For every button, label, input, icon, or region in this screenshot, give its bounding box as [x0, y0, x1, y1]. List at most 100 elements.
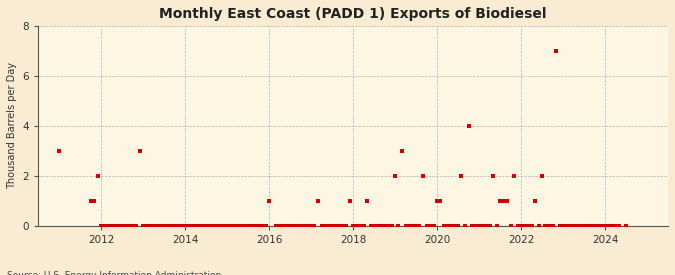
Point [302, 223, 313, 228]
Point [561, 223, 572, 228]
Point [124, 223, 135, 228]
Point [295, 223, 306, 228]
Point [159, 223, 169, 228]
Point [491, 223, 502, 228]
Point [578, 223, 589, 228]
Point [383, 223, 394, 228]
Point [155, 223, 166, 228]
Point [85, 198, 96, 203]
Point [547, 223, 558, 228]
Point [92, 174, 103, 178]
Point [603, 223, 614, 228]
Point [593, 223, 603, 228]
Point [460, 223, 470, 228]
Point [410, 223, 421, 228]
Point [610, 223, 621, 228]
Point [204, 223, 215, 228]
Point [614, 223, 624, 228]
Point [173, 223, 184, 228]
Point [120, 223, 131, 228]
Point [141, 223, 152, 228]
Point [99, 223, 110, 228]
Point [393, 223, 404, 228]
Point [309, 223, 320, 228]
Point [232, 223, 243, 228]
Point [96, 223, 107, 228]
Point [421, 223, 432, 228]
Point [533, 223, 544, 228]
Point [338, 223, 348, 228]
Point [152, 223, 163, 228]
Point [298, 223, 309, 228]
Point [607, 223, 618, 228]
Point [484, 223, 495, 228]
Point [292, 223, 302, 228]
Point [599, 223, 610, 228]
Point [344, 198, 355, 203]
Point [512, 223, 523, 228]
Point [316, 223, 327, 228]
Point [106, 223, 117, 228]
Point [187, 223, 198, 228]
Point [138, 223, 148, 228]
Point [453, 223, 464, 228]
Point [446, 223, 456, 228]
Point [481, 223, 491, 228]
Point [450, 223, 460, 228]
Point [568, 223, 579, 228]
Point [487, 174, 498, 178]
Point [348, 223, 358, 228]
Point [362, 198, 373, 203]
Point [183, 223, 194, 228]
Point [529, 198, 540, 203]
Point [197, 223, 208, 228]
Point [355, 223, 366, 228]
Point [495, 198, 506, 203]
Point [88, 198, 99, 203]
Point [130, 223, 141, 228]
Point [281, 223, 292, 228]
Point [211, 223, 222, 228]
Point [470, 223, 481, 228]
Point [429, 223, 439, 228]
Point [466, 223, 477, 228]
Point [109, 223, 120, 228]
Point [456, 174, 467, 178]
Point [330, 223, 341, 228]
Point [414, 223, 425, 228]
Point [551, 49, 562, 53]
Point [386, 223, 397, 228]
Point [540, 223, 551, 228]
Point [319, 223, 330, 228]
Point [439, 223, 450, 228]
Point [502, 198, 512, 203]
Point [589, 223, 600, 228]
Text: Source: U.S. Energy Information Administration: Source: U.S. Energy Information Administ… [7, 271, 221, 275]
Point [243, 223, 254, 228]
Point [271, 223, 281, 228]
Point [582, 223, 593, 228]
Point [596, 223, 607, 228]
Point [425, 223, 435, 228]
Point [477, 223, 488, 228]
Point [432, 198, 443, 203]
Point [498, 198, 509, 203]
Point [215, 223, 225, 228]
Point [103, 223, 113, 228]
Point [365, 223, 376, 228]
Point [334, 223, 345, 228]
Point [219, 223, 230, 228]
Point [400, 223, 411, 228]
Point [516, 223, 526, 228]
Point [376, 223, 387, 228]
Point [256, 223, 267, 228]
Point [162, 223, 173, 228]
Point [435, 198, 446, 203]
Point [519, 223, 530, 228]
Point [407, 223, 418, 228]
Point [264, 198, 275, 203]
Point [200, 223, 211, 228]
Point [117, 223, 128, 228]
Point [404, 223, 414, 228]
Point [508, 174, 519, 178]
